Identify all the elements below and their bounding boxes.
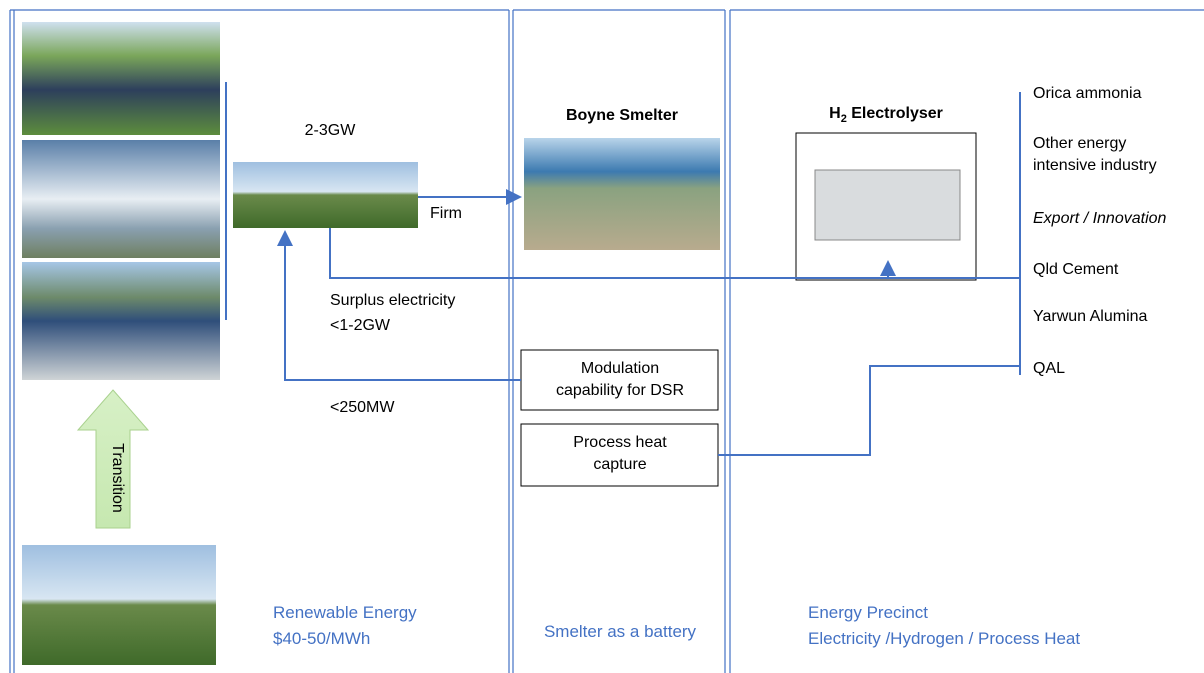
surplus-label: <1-2GW [330,317,391,334]
surplus-label: Surplus electricity [330,292,455,309]
footer: $40-50/MWh [273,629,370,648]
grid-label: 2-3GW [305,122,357,139]
battery-image [22,262,220,380]
user-label: Other energy [1033,135,1126,152]
diagram: Transition 2-3GW Firm Surplus electricit… [0,0,1204,673]
user-label: Other energy intensive industry [1033,135,1157,174]
smelter-image [524,138,720,250]
footer: Electricity /Hydrogen / Process Heat [808,629,1080,648]
wind-image [22,140,220,258]
electrolyser-title: H2 Electrolyser [829,105,943,125]
electrolyser-title: Electrolyser [847,105,943,122]
footer: Renewable Energy [273,603,417,622]
user-label: Yarwun Alumina [1033,308,1148,325]
user-label: Export / Innovation [1033,210,1167,227]
footer: Smelter as a battery [544,622,697,641]
power-station-image [22,545,216,665]
firm-label: Firm [430,205,462,222]
solar-image [22,22,220,135]
user-label: Orica ammonia [1033,85,1142,102]
dsr-flow-label: <250MW [330,399,395,416]
modulation-box [521,350,718,410]
box-label: Modulation [581,360,659,377]
user-label: QAL [1033,360,1065,377]
box-label: capture [593,456,646,473]
power-lines-image [233,162,418,228]
user-label: intensive industry [1033,157,1157,174]
box-label: Process heat [573,434,667,451]
electrolyser-title: H [829,105,841,122]
electrolyser-image [815,170,960,240]
smelter-title: Boyne Smelter [566,107,678,124]
footer: Energy Precinct [808,603,928,622]
user-label: Qld Cement [1033,261,1119,278]
transition-label: Transition [109,443,126,513]
box-label: capability for DSR [556,382,684,399]
